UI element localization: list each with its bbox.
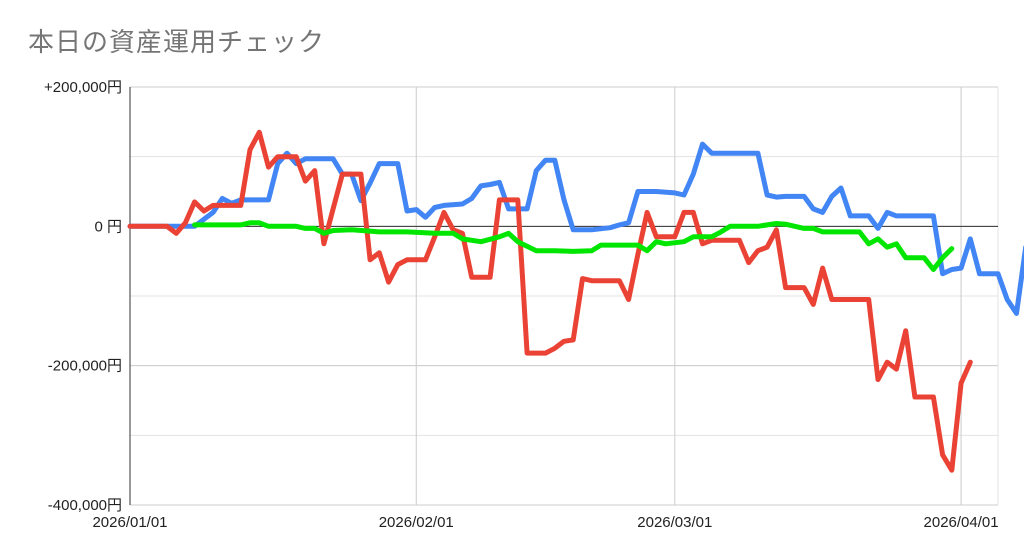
- x-tick-label: 2026/03/01: [637, 514, 712, 531]
- x-tick-label: 2026/04/01: [924, 514, 999, 531]
- y-tick-label: +200,000円: [44, 79, 122, 96]
- series-line-1: [127, 141, 1024, 316]
- y-tick-label: -200,000円: [48, 358, 122, 375]
- chart-title: 本日の資産運用チェック: [28, 28, 326, 58]
- series-line-2: [127, 129, 973, 473]
- x-tick-label: 2026/02/01: [379, 514, 454, 531]
- x-tick-label: 2026/01/01: [92, 514, 167, 531]
- y-tick-label: 0 円: [94, 218, 122, 235]
- y-tick-label: -400,000円: [48, 497, 122, 514]
- series-line-3: [192, 220, 955, 272]
